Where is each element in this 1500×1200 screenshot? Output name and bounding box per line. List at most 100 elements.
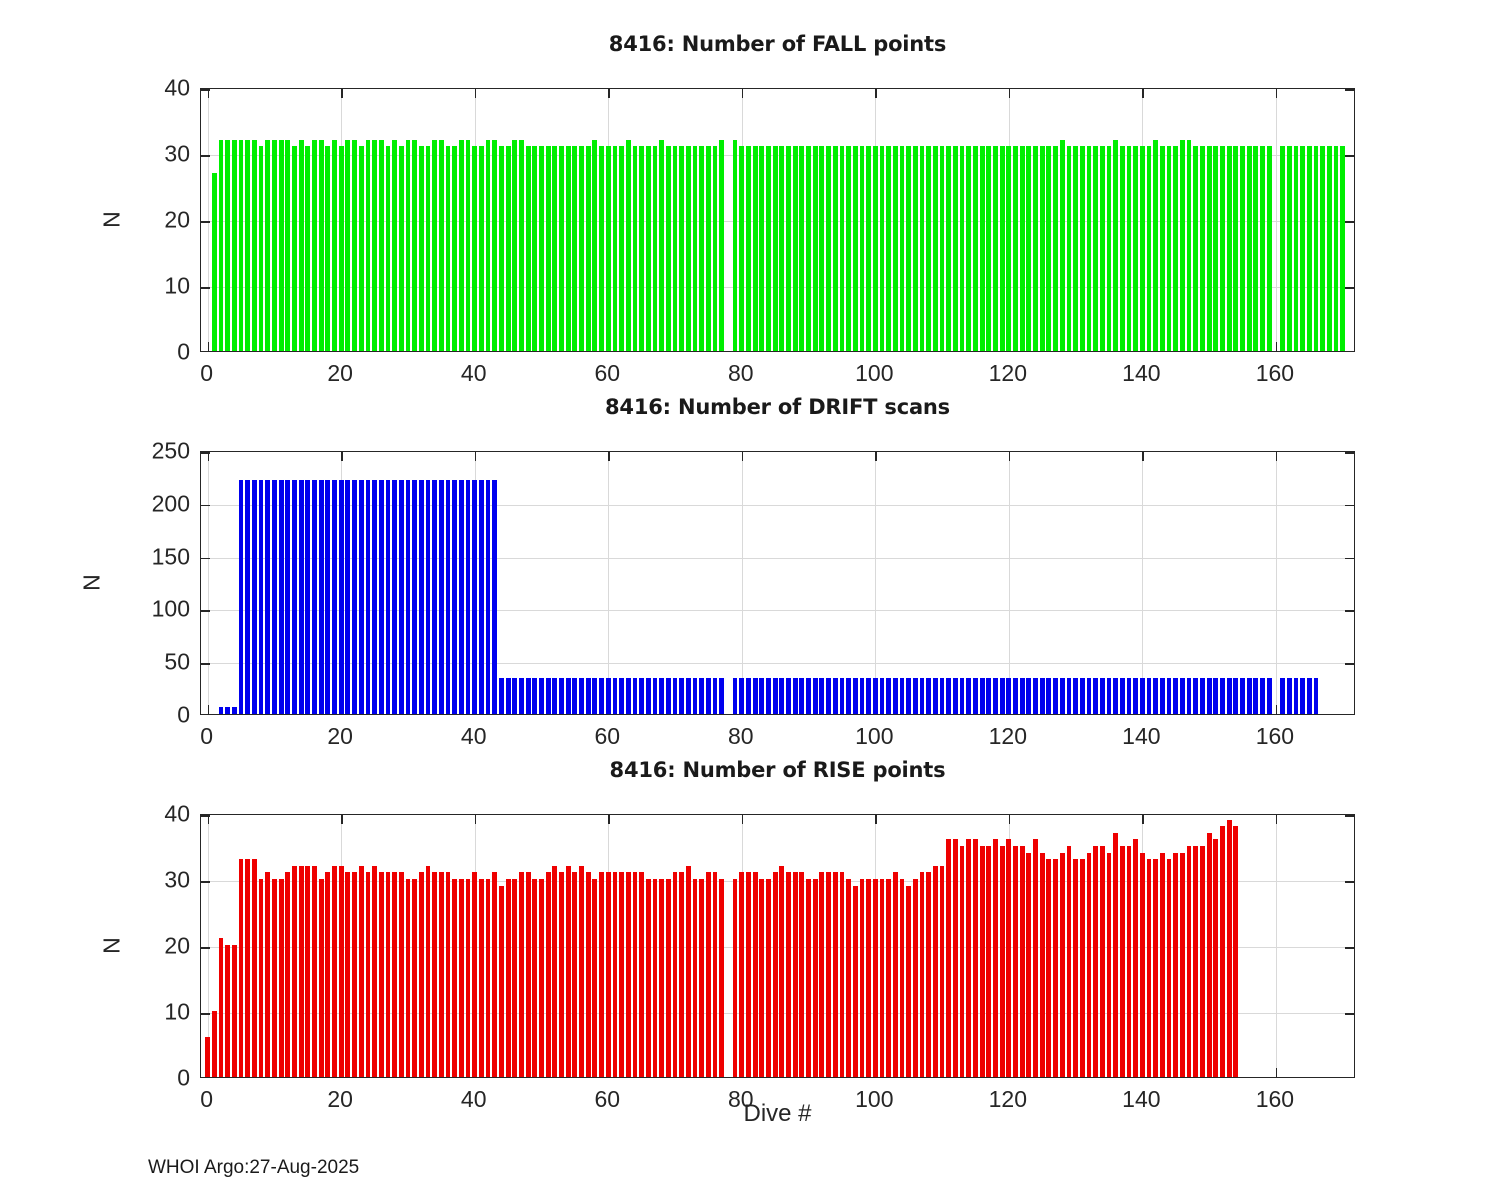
bar [645,146,651,351]
bar [559,146,564,351]
panel-drift-scans: 8416: Number of DRIFT scans 0 20 40 60 80 100… [79,395,1355,749]
bar [926,146,932,351]
bar [759,879,765,1077]
x-axis-tick-label: 20 [327,360,353,386]
bar [1013,678,1018,714]
bar [599,872,604,1077]
bar [1193,846,1199,1077]
bar [465,479,471,714]
bar [405,139,411,351]
bar [872,146,878,351]
bar [766,678,771,714]
bar [1300,678,1305,714]
bar [1226,146,1232,351]
bar [1026,852,1032,1077]
bar [1186,139,1192,351]
x-axis-tick [875,815,877,824]
panel-rise-title: 8416: Number of RISE points [609,758,946,782]
bar [679,146,685,351]
bar [1240,678,1245,714]
y-axis-tick-label: 0 [177,1064,190,1091]
bar [872,879,878,1077]
bar [1073,678,1078,714]
bar [665,678,671,714]
gridline-vertical [1275,89,1277,351]
bar [819,872,825,1077]
bar [759,678,765,714]
bar [298,479,304,714]
bar [1246,146,1252,351]
x-axis-label: Dive # [743,1100,812,1127]
bar [786,872,791,1077]
x-axis-tick [341,89,343,98]
bar [1280,146,1285,351]
bar [1126,146,1132,351]
bar [712,678,718,714]
bar [1146,859,1152,1077]
bar [946,839,952,1077]
bar [519,139,524,351]
bar [1240,146,1245,351]
bar [1153,859,1159,1077]
bar [846,678,851,714]
bar [385,872,391,1077]
bar [719,879,725,1077]
bar [258,146,264,351]
bar [1099,846,1105,1077]
bar [1166,678,1172,714]
bar [1213,146,1219,351]
bar [1126,846,1132,1077]
bar [452,879,458,1077]
bar [211,172,217,351]
bar [672,872,678,1077]
bar [979,678,985,714]
bar [652,879,658,1077]
bar [372,479,377,714]
bar [1206,146,1212,351]
bar [1013,146,1018,351]
x-axis-tick-label: 100 [855,360,894,386]
bar [1079,146,1085,351]
bar [445,479,451,714]
x-axis-tick-label: 80 [727,1086,754,1112]
bar [999,846,1005,1077]
x-axis-tick [1275,452,1278,461]
y-axis-tick-label: 50 [164,648,190,675]
bar [1220,678,1225,714]
bar [1333,146,1339,351]
bar [479,146,484,351]
bar [1306,146,1312,351]
bar [418,146,424,351]
bar [525,678,531,714]
bar [665,146,671,351]
bar [585,872,591,1077]
bar [979,846,985,1077]
bar [912,678,918,714]
y-axis-tick [1345,155,1354,157]
bar [292,865,297,1077]
gridline-vertical [1275,452,1277,714]
bar [946,678,952,714]
bar [1180,852,1185,1077]
bar [879,879,885,1077]
y-axis-tick-label: 250 [151,437,190,464]
bar [398,479,404,714]
bar [1066,846,1072,1077]
bar [505,678,511,714]
bar [592,139,598,351]
bar [792,146,798,351]
y-axis-tick [1345,221,1354,223]
y-axis-label: N [98,211,125,228]
bar [872,678,878,714]
bar [465,879,471,1077]
y-axis-tick [1345,663,1354,665]
bar [572,678,578,714]
bar [1253,678,1259,714]
bar [912,879,918,1077]
gridline-vertical [1008,452,1010,714]
y-axis-tick-label: 40 [164,74,190,101]
bar [665,879,671,1077]
bar [639,146,645,351]
bar [746,872,751,1077]
bar [932,678,938,714]
